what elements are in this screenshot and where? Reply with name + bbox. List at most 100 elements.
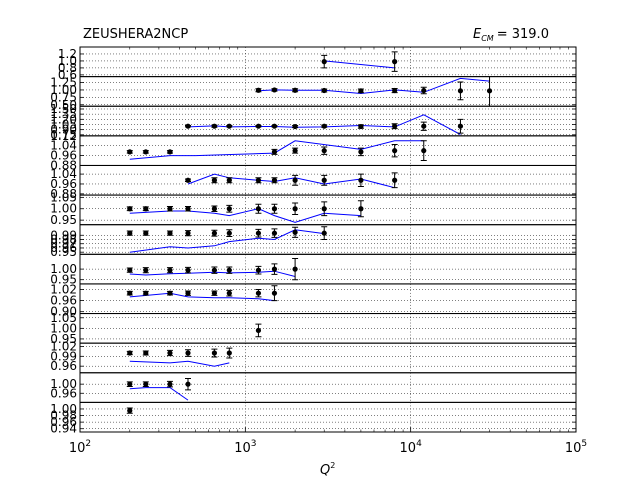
y-tick-label: 0.96: [50, 149, 77, 163]
data-point: [255, 177, 262, 184]
data-point: [357, 123, 364, 130]
data-point: [357, 147, 364, 157]
data-point: [321, 174, 328, 186]
data-point: [255, 288, 262, 298]
data-point: [142, 381, 149, 387]
x-axis-label-var: Q: [320, 463, 330, 478]
x-tick-label: 102: [69, 439, 91, 456]
panel-plot-area: [321, 51, 398, 72]
y-tick-label: 1.05: [50, 117, 77, 131]
panel-plot-area: [126, 140, 427, 162]
data-marker: [255, 327, 262, 334]
data-marker: [358, 88, 364, 94]
panel-plot-area: [184, 172, 398, 189]
data-marker: [358, 177, 364, 183]
panel-grid: [80, 135, 576, 166]
data-point: [255, 203, 262, 214]
x-tick-exponent: 5: [581, 439, 587, 449]
data-point: [271, 87, 278, 93]
data-marker: [127, 350, 133, 356]
y-tick-label: 0.75: [50, 128, 77, 142]
panel-y-axis: 0.960.991.02: [50, 339, 576, 373]
data-marker: [167, 206, 173, 212]
data-point: [142, 267, 149, 274]
data-marker: [185, 177, 191, 183]
chart-title-right: ECM = 319.0: [473, 27, 549, 43]
panel-grid: [80, 283, 576, 314]
data-marker: [292, 123, 298, 130]
y-tick-label: 0.96: [50, 294, 77, 308]
data-marker: [167, 230, 173, 236]
data-point: [166, 349, 173, 357]
title-energy-value: = 319.0: [497, 27, 549, 42]
data-marker: [321, 148, 327, 154]
data-point: [321, 226, 328, 240]
data-marker: [457, 88, 464, 94]
data-point: [292, 258, 299, 281]
data-point: [211, 229, 218, 237]
data-point: [321, 54, 328, 69]
title-energy-subscript: CM: [481, 34, 494, 43]
data-point: [321, 87, 328, 94]
panel-grid: [80, 165, 576, 196]
data-point: [226, 229, 233, 238]
y-tick-label: 1.35: [50, 107, 77, 121]
data-point: [292, 87, 299, 93]
data-point: [292, 123, 299, 130]
data-point: [391, 172, 398, 189]
x-tick-exponent: 2: [85, 439, 91, 449]
data-marker: [271, 266, 278, 272]
y-tick-label: 0.95: [50, 332, 77, 346]
data-marker: [358, 206, 364, 212]
data-point: [126, 290, 133, 296]
y-tick-label: 1.00: [50, 202, 77, 216]
data-marker: [185, 350, 191, 356]
data-point: [126, 381, 133, 387]
panel-grid: [80, 372, 576, 403]
y-tick-label: 0.98: [50, 233, 77, 247]
y-tick-label: 1.50: [50, 102, 77, 116]
y-tick-label: 1.05: [50, 190, 77, 204]
y-tick-label: 0.97: [50, 237, 77, 251]
y-tick-label: 1.02: [50, 339, 77, 353]
y-tick-label: 0.96: [50, 415, 77, 429]
y-tick-label: 1.00: [50, 377, 77, 391]
y-tick-label: 0.96: [50, 241, 77, 255]
y-tick-label: 1.00: [50, 83, 77, 97]
data-marker: [392, 123, 398, 129]
panel-grid: [80, 106, 576, 136]
panel-plot-area: [126, 258, 299, 281]
data-point: [184, 123, 191, 129]
data-marker: [127, 381, 133, 387]
y-tick-label: 0.50: [50, 98, 77, 112]
y-tick-label: 0.98: [50, 409, 77, 423]
panel-grid: [80, 254, 576, 284]
y-tick-label: 0.88: [50, 187, 77, 201]
panel-y-axis: 0.961.00: [50, 377, 576, 400]
data-marker: [167, 381, 173, 387]
y-tick-label: 1.0: [58, 54, 77, 68]
y-tick-label: 1.02: [50, 282, 77, 296]
data-point: [391, 143, 398, 158]
data-marker: [271, 87, 278, 93]
theory-line: [129, 140, 424, 160]
x-tick-base: 10: [565, 441, 582, 456]
data-point: [142, 149, 149, 155]
data-point: [271, 123, 278, 129]
panel-plot-area: [126, 407, 133, 414]
data-point: [184, 230, 191, 237]
panel-frame: [79, 401, 577, 433]
data-point: [126, 206, 133, 212]
data-marker: [143, 267, 149, 273]
panel-grid: [80, 224, 576, 255]
panel-plot-area: [255, 76, 493, 107]
data-marker: [421, 123, 427, 129]
data-marker: [211, 350, 218, 356]
data-marker: [255, 87, 262, 93]
data-marker: [486, 88, 493, 94]
y-tick-label: 0.95: [50, 213, 77, 227]
data-marker: [292, 266, 298, 272]
data-point: [211, 205, 218, 212]
data-marker: [143, 206, 149, 212]
